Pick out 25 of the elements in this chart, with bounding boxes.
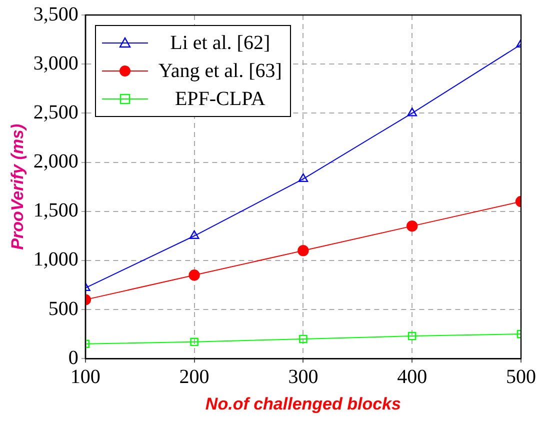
- x-axis-title: No.of challenged blocks: [205, 394, 401, 414]
- legend-label: EPF-CLPA: [174, 87, 266, 112]
- x-tick-label: 500: [506, 366, 536, 388]
- y-tick-label: 3,500: [33, 3, 78, 26]
- point: [406, 220, 418, 232]
- x-tick-label: 200: [179, 366, 210, 388]
- y-axis-title: ProoVerify (ms): [8, 123, 27, 250]
- point: [188, 270, 200, 281]
- point: [298, 173, 308, 182]
- y-tick-label: 500: [48, 298, 78, 320]
- point: [298, 245, 309, 256]
- y-tick-label: 1,500: [33, 200, 78, 222]
- point: [189, 230, 200, 239]
- point: [407, 108, 418, 116]
- y-tick-label: 2,500: [33, 101, 78, 124]
- y-tick-label: 1,000: [33, 248, 78, 271]
- x-tick-label: 300: [288, 366, 318, 388]
- point: [299, 334, 308, 344]
- point: [408, 332, 416, 340]
- y-tick-label: 2,000: [33, 150, 78, 173]
- point: [190, 338, 198, 346]
- x-tick-label: 400: [397, 366, 428, 388]
- y-tick-label: 3,000: [33, 52, 78, 74]
- legend-label: Li et al. [62]: [169, 31, 272, 56]
- legend-label: Yang et al. [63]: [157, 59, 282, 84]
